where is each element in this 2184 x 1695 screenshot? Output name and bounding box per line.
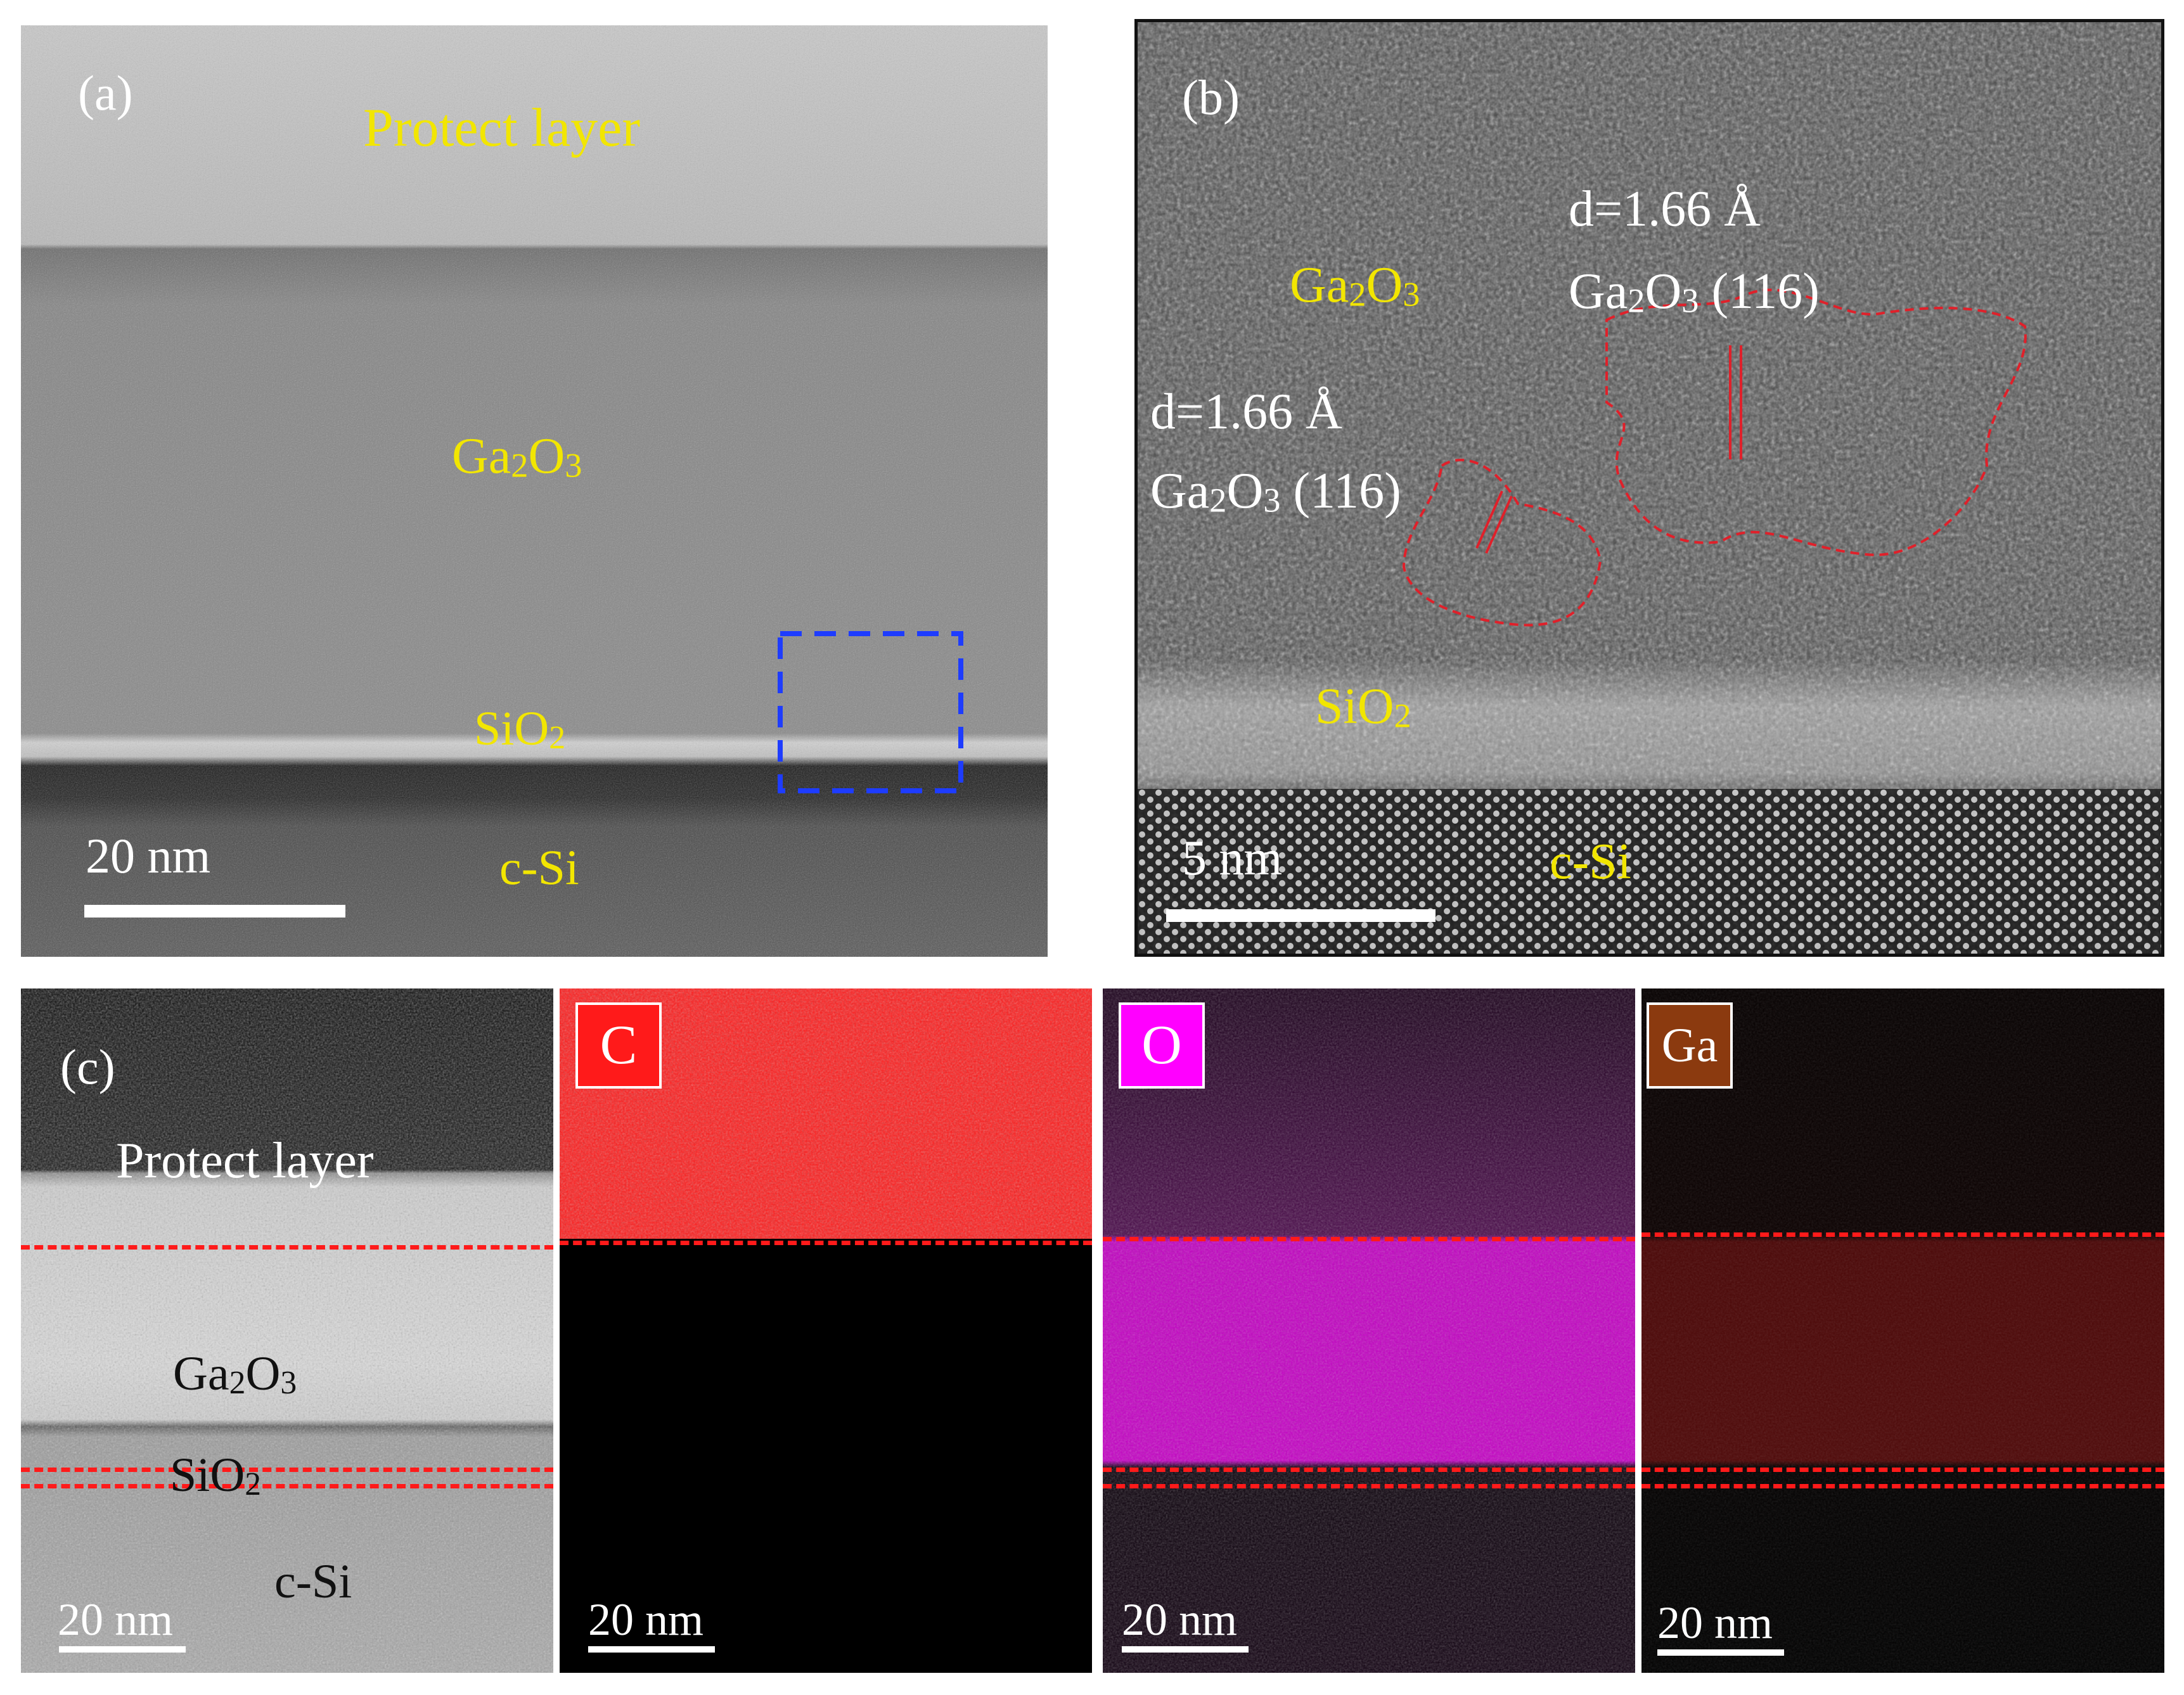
panel-c-label: (c)	[60, 1039, 115, 1094]
scale-bar-label: 20 nm	[58, 1594, 174, 1645]
scale-bar-label: 20 nm	[1657, 1597, 1773, 1648]
d-spacing-right: d=1.66 Å	[1569, 181, 1761, 237]
element-badge-ga: Ga	[1647, 1002, 1733, 1089]
ga2o3-label: Ga2O3	[1290, 257, 1420, 314]
eds-ga-background	[1641, 988, 2164, 1673]
panel-a-background	[21, 25, 1048, 957]
c-si-label: c-Si	[1550, 834, 1631, 890]
protect-layer-label: Protect layer	[363, 97, 640, 158]
panel-b-label: (b)	[1182, 70, 1240, 125]
scale-bar-label: 20 nm	[86, 828, 211, 883]
scale-bar	[59, 1646, 186, 1653]
boundary-ga2o3-sio2	[1641, 1468, 2164, 1472]
d-spacing-left: d=1.66 Å	[1150, 384, 1342, 440]
scale-bar	[1166, 909, 1436, 922]
boundary-protect-ga2o3	[21, 1245, 553, 1250]
eds-map-o: O 20 nm	[1103, 988, 1635, 1673]
panel-b-hrtem-image: (b) Ga2O3 d=1.66 Å Ga2O3 (116) d=1.66 Å …	[1134, 19, 2164, 957]
scale-bar	[588, 1646, 715, 1653]
scale-bar-label: 20 nm	[588, 1594, 704, 1645]
grain-outline-right	[1605, 288, 2027, 556]
element-badge-o: O	[1119, 1002, 1205, 1089]
eds-map-ga: Ga 20 nm	[1641, 988, 2164, 1673]
panel-c-background	[21, 988, 553, 1673]
roi-box	[778, 631, 963, 793]
boundary-ga2o3-sio2	[1103, 1468, 1635, 1472]
c-si-label: c-Si	[274, 1555, 352, 1608]
boundary-sio2-csi	[21, 1484, 553, 1488]
scale-bar	[1122, 1646, 1249, 1653]
ga2o3-label: Ga2O3	[173, 1347, 297, 1402]
panel-a-tem-image: (a) Protect layer Ga2O3 SiO2 c-Si 20 nm	[21, 25, 1048, 957]
sio2-label: SiO2	[170, 1449, 262, 1503]
eds-map-c: C 20 nm	[560, 988, 1092, 1673]
boundary-protect-ga2o3	[1103, 1237, 1635, 1241]
sio2-label: SiO2	[474, 702, 566, 757]
panel-b-background	[1138, 22, 2161, 954]
scale-bar	[84, 905, 345, 918]
boundary-sio2-csi	[1103, 1484, 1635, 1488]
plane-label-right: Ga2O3 (116)	[1569, 264, 1820, 320]
ga2o3-label: Ga2O3	[452, 428, 582, 485]
boundary-protect-ga2o3	[560, 1241, 1092, 1245]
sio2-label: SiO2	[1315, 679, 1411, 735]
scale-bar	[1657, 1649, 1784, 1656]
element-badge-c: C	[575, 1002, 662, 1089]
boundary-protect-ga2o3	[1641, 1232, 2164, 1237]
grain-outline-left	[1402, 458, 1602, 627]
scale-bar-label: 20 nm	[1122, 1594, 1238, 1645]
panel-a-label: (a)	[78, 65, 133, 120]
scale-bar-label: 5 nm	[1182, 830, 1283, 885]
c-si-label: c-Si	[499, 840, 579, 895]
panel-c-haadf-image: (c) Protect layer Ga2O3 SiO2 c-Si 20 nm	[21, 988, 553, 1673]
plane-label-left: Ga2O3 (116)	[1150, 463, 1401, 520]
protect-layer-label: Protect layer	[116, 1133, 374, 1189]
eds-o-background	[1103, 988, 1635, 1673]
eds-c-background	[560, 988, 1092, 1239]
boundary-sio2-csi	[1641, 1484, 2164, 1488]
boundary-ga2o3-sio2	[21, 1468, 553, 1472]
